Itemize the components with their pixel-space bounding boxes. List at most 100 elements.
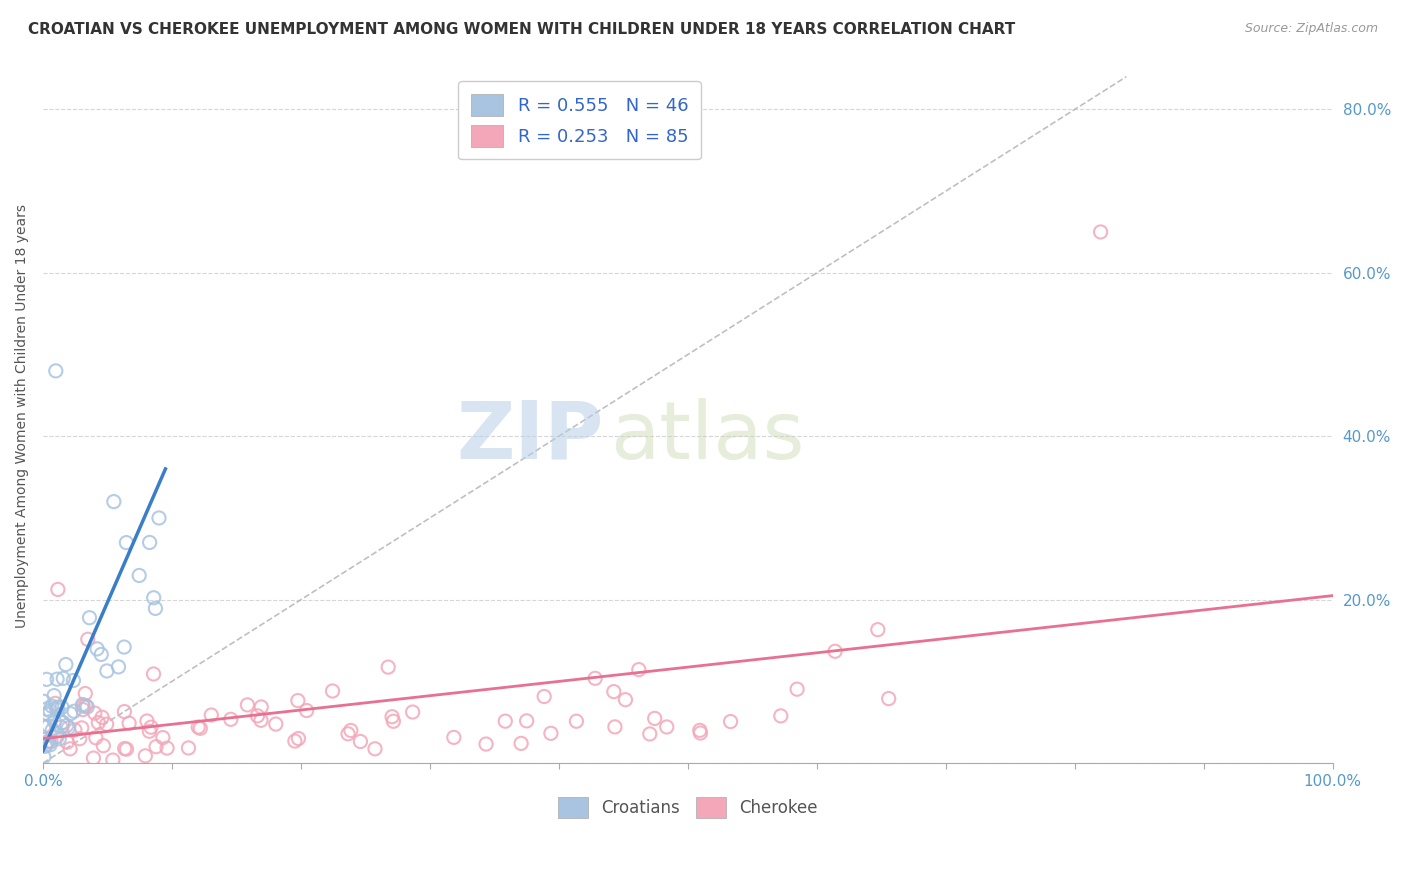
Point	[72, 698, 94, 712]
Point	[866, 623, 889, 637]
Point	[655, 720, 678, 734]
Point	[236, 698, 259, 712]
Point	[83, 706, 105, 721]
Point	[603, 684, 626, 698]
Point	[35, 702, 58, 716]
Point	[48, 731, 70, 746]
Point	[41, 699, 63, 714]
Point	[39, 734, 62, 748]
Point	[42, 689, 65, 703]
Point	[107, 660, 129, 674]
Point	[614, 692, 637, 706]
Point	[644, 711, 666, 725]
Point	[49, 720, 72, 734]
Point	[79, 611, 101, 625]
Point	[540, 726, 562, 740]
Legend: Croatians, Cherokee: Croatians, Cherokee	[551, 790, 825, 824]
Point	[156, 741, 179, 756]
Point	[101, 753, 124, 767]
Point	[1090, 225, 1112, 239]
Point	[565, 714, 588, 729]
Point	[145, 739, 167, 754]
Point	[46, 700, 69, 714]
Point	[769, 709, 792, 723]
Point	[51, 700, 73, 714]
Point	[340, 723, 363, 738]
Point	[52, 671, 75, 685]
Point	[37, 707, 59, 722]
Point	[118, 716, 141, 731]
Point	[76, 700, 98, 714]
Point	[112, 705, 135, 719]
Point	[90, 648, 112, 662]
Point	[287, 693, 309, 707]
Point	[55, 718, 77, 732]
Point	[337, 727, 360, 741]
Point	[200, 708, 222, 723]
Point	[55, 657, 77, 672]
Point	[128, 568, 150, 582]
Point	[63, 723, 86, 737]
Text: ZIP: ZIP	[457, 398, 605, 475]
Point	[75, 687, 97, 701]
Point	[45, 702, 67, 716]
Point	[516, 714, 538, 728]
Point	[46, 672, 69, 686]
Point	[38, 734, 60, 748]
Point	[287, 731, 309, 746]
Point	[638, 727, 661, 741]
Point	[44, 714, 66, 729]
Point	[824, 644, 846, 658]
Point	[44, 697, 66, 711]
Point	[91, 739, 114, 753]
Point	[136, 714, 159, 728]
Point	[34, 739, 56, 754]
Point	[114, 741, 136, 756]
Point	[349, 734, 371, 748]
Point	[250, 700, 273, 714]
Point	[35, 673, 58, 687]
Point	[689, 723, 711, 738]
Point	[69, 731, 91, 746]
Point	[689, 726, 711, 740]
Point	[148, 511, 170, 525]
Point	[56, 735, 79, 749]
Point	[82, 751, 104, 765]
Point	[59, 706, 82, 721]
Point	[177, 741, 200, 756]
Point	[382, 714, 405, 729]
Point	[377, 660, 399, 674]
Point	[32, 719, 55, 733]
Point	[32, 694, 55, 708]
Point	[533, 690, 555, 704]
Point	[46, 730, 69, 744]
Point	[46, 582, 69, 597]
Point	[138, 724, 160, 739]
Point	[250, 714, 273, 728]
Point	[39, 704, 62, 718]
Point	[96, 664, 118, 678]
Point	[52, 715, 75, 730]
Point	[364, 741, 387, 756]
Point	[37, 734, 59, 748]
Point	[284, 734, 307, 748]
Point	[59, 741, 82, 756]
Point	[96, 717, 118, 731]
Point	[583, 671, 606, 685]
Point	[37, 719, 59, 733]
Point	[115, 742, 138, 756]
Point	[62, 673, 84, 688]
Point	[510, 736, 533, 750]
Point	[51, 715, 73, 730]
Point	[138, 535, 160, 549]
Point	[45, 364, 67, 378]
Point	[115, 535, 138, 549]
Text: CROATIAN VS CHEROKEE UNEMPLOYMENT AMONG WOMEN WITH CHILDREN UNDER 18 YEARS CORRE: CROATIAN VS CHEROKEE UNEMPLOYMENT AMONG …	[28, 22, 1015, 37]
Point	[494, 714, 516, 728]
Point	[264, 717, 287, 731]
Point	[145, 601, 167, 615]
Point	[134, 748, 156, 763]
Point	[381, 709, 404, 723]
Point	[152, 731, 174, 745]
Point	[187, 720, 209, 734]
